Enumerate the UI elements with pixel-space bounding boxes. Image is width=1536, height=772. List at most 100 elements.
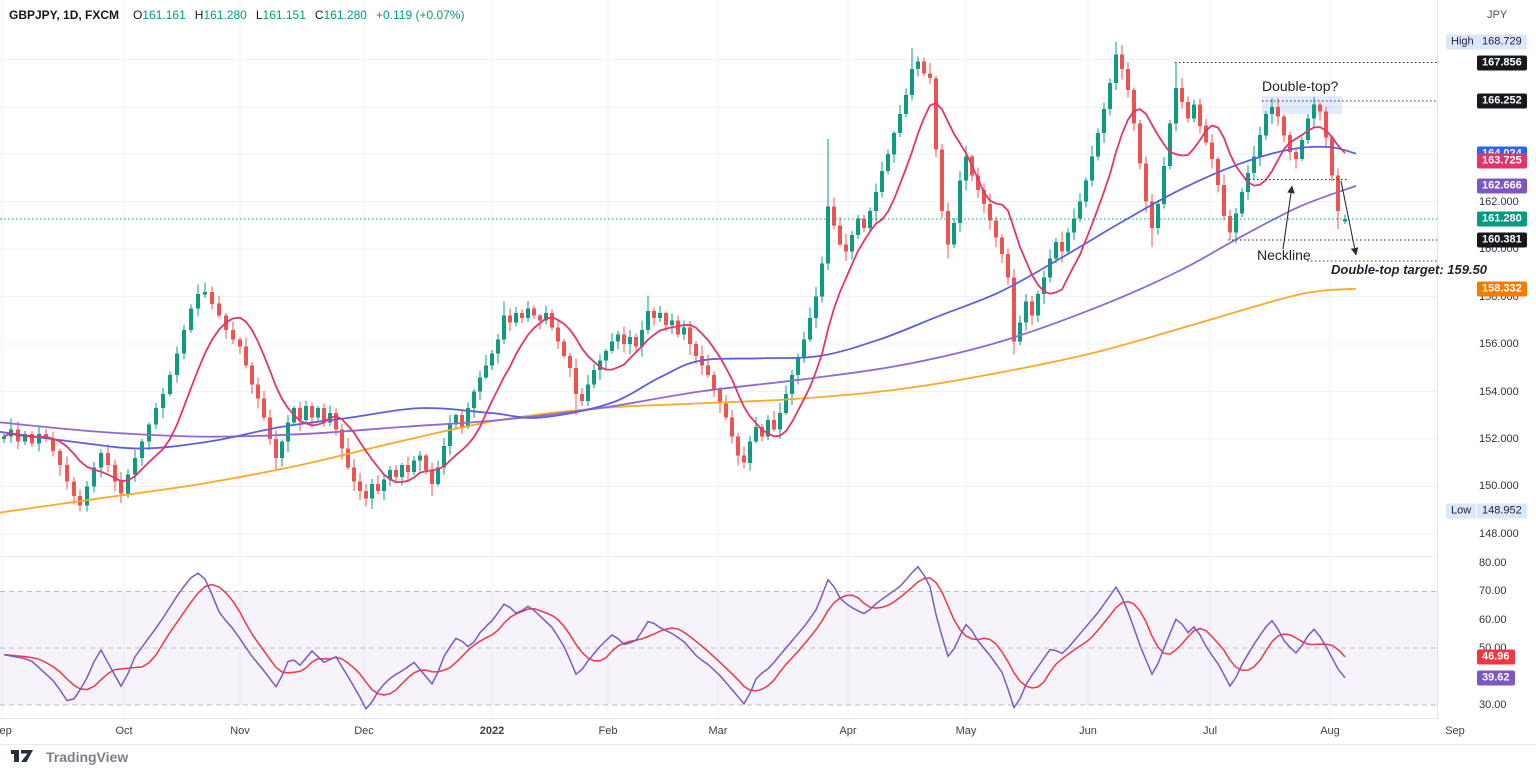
- candle: [99, 453, 103, 468]
- candle: [934, 78, 938, 150]
- candle: [814, 296, 818, 318]
- price-tick: 152.000: [1479, 433, 1519, 445]
- candle: [1330, 137, 1334, 176]
- change-value: +0.119 (+0.07%): [375, 8, 465, 22]
- candle: [1030, 301, 1034, 316]
- candle: [154, 408, 158, 425]
- time-label: Sep: [1445, 725, 1465, 737]
- neckline-arrow[interactable]: [1282, 185, 1295, 250]
- price-badge: 161.280: [1477, 211, 1527, 227]
- candle: [826, 206, 830, 264]
- candle: [856, 218, 860, 235]
- candle: [1066, 232, 1070, 252]
- candle: [760, 427, 764, 437]
- candle: [1240, 192, 1244, 214]
- ohlc-open: O161.161: [133, 8, 186, 22]
- candle: [490, 353, 494, 366]
- candle: [298, 408, 302, 420]
- candle: [586, 384, 590, 401]
- candle: [322, 408, 326, 423]
- candle: [1150, 201, 1154, 228]
- candle: [766, 420, 770, 437]
- candle: [580, 393, 584, 401]
- time-label: 2022: [479, 725, 505, 737]
- candle: [92, 467, 96, 487]
- candle: [1336, 175, 1340, 212]
- annotation-double-top-label[interactable]: Double-top?: [1262, 78, 1339, 94]
- rsi-line[interactable]: [3, 565, 1346, 711]
- candle: [58, 450, 62, 465]
- candle: [712, 374, 716, 390]
- candle: [922, 61, 926, 74]
- candle: [610, 341, 614, 352]
- candle: [147, 424, 151, 442]
- time-axis[interactable]: Sep Oct Nov Dec 2022 Feb Mar Apr May Jun Jul Aug Sep: [0, 719, 1536, 744]
- candle: [1276, 106, 1280, 117]
- rsi-ma-line[interactable]: [3, 577, 1346, 696]
- candle: [1252, 156, 1256, 174]
- candle: [568, 355, 572, 368]
- candle: [250, 365, 254, 385]
- pane-divider[interactable]: [0, 556, 1536, 557]
- time-label: Mar: [708, 725, 728, 737]
- time-label: Feb: [598, 725, 618, 737]
- chart-legend[interactable]: GBPJPY, 1D, FXCM O161.161 H161.280 L161.…: [9, 8, 464, 22]
- candle: [1012, 277, 1016, 342]
- candle: [910, 68, 914, 95]
- candle: [802, 339, 806, 359]
- candle: [1324, 111, 1328, 138]
- candle: [460, 415, 464, 428]
- candle: [598, 360, 602, 371]
- candle: [1006, 253, 1010, 278]
- candle: [694, 344, 698, 356]
- candle: [1318, 104, 1322, 112]
- candle: [1042, 277, 1046, 295]
- candle: [466, 408, 470, 428]
- candle: [916, 61, 920, 69]
- price-levels[interactable]: [0, 62, 1437, 262]
- candle: [748, 441, 752, 463]
- symbol-title[interactable]: GBPJPY, 1D, FXCM: [9, 8, 120, 22]
- candle: [1036, 294, 1040, 316]
- candle: [400, 465, 404, 477]
- candle: [436, 467, 440, 485]
- ma-200-line[interactable]: [0, 287, 1357, 514]
- candle: [1144, 163, 1148, 202]
- candle: [1018, 322, 1022, 342]
- candle: [640, 329, 644, 347]
- time-label: Jun: [1079, 725, 1097, 737]
- ma-20-line[interactable]: [3, 102, 1346, 484]
- candle: [652, 310, 656, 318]
- high-marker: High: [1446, 34, 1479, 50]
- time-label: May: [955, 725, 977, 737]
- target-arrow[interactable]: [1340, 180, 1359, 256]
- candle: [424, 455, 428, 470]
- candle: [784, 393, 788, 413]
- annotation-neckline-label[interactable]: Neckline: [1257, 247, 1311, 263]
- candle: [1048, 258, 1052, 278]
- candle: [244, 346, 248, 366]
- price-badge: 162.666: [1477, 178, 1527, 194]
- candle: [168, 374, 172, 394]
- candle: [72, 481, 76, 496]
- candle: [1198, 104, 1202, 126]
- candle: [65, 465, 69, 482]
- candle: [850, 234, 854, 252]
- candle: [988, 204, 992, 221]
- time-label: Dec: [354, 725, 374, 737]
- candle: [964, 156, 968, 181]
- time-label: Nov: [230, 725, 250, 737]
- time-label: Apr: [839, 725, 857, 737]
- candle: [724, 403, 728, 418]
- low-value: 148.952: [1477, 503, 1527, 519]
- tradingview-logo[interactable]: TradingView: [10, 748, 128, 765]
- candle: [508, 315, 512, 323]
- annotation-target-label[interactable]: Double-top target: 159.50: [1331, 262, 1488, 277]
- ma-50-line[interactable]: [0, 145, 1357, 450]
- candle: [1072, 218, 1076, 233]
- candle: [51, 439, 55, 451]
- candle: [1306, 118, 1310, 140]
- price-axis[interactable]: JPY High 168.729 Low 148.952 162.000 160.…: [1438, 0, 1536, 744]
- candle: [718, 389, 722, 404]
